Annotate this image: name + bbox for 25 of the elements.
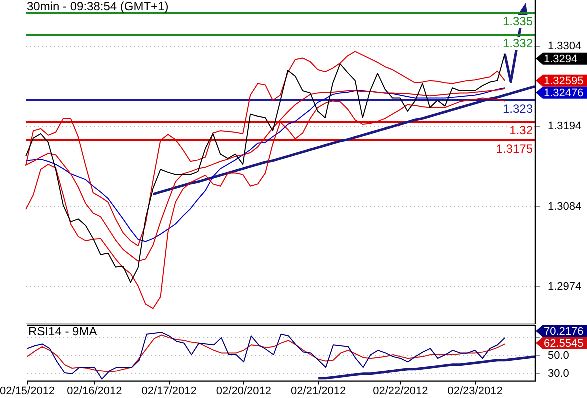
y-tick-label: 1.2974 bbox=[548, 280, 582, 293]
x-tick-label: 02/15/2012 bbox=[0, 385, 56, 398]
y-tick-label: 1.3304 bbox=[548, 40, 582, 53]
y-tick-label: 30.0 bbox=[548, 368, 570, 380]
x-tick-label: 02/23/2012 bbox=[448, 385, 503, 398]
x-tick-label: 02/17/2012 bbox=[142, 385, 197, 398]
chart-title: RSI14 - 9MA bbox=[28, 324, 98, 338]
text: 70.2176 bbox=[544, 326, 584, 338]
x-tick-label: 02/16/2012 bbox=[67, 385, 122, 398]
x-tick-label: 02/21/2012 bbox=[291, 385, 346, 398]
y-tick-label: 1.3084 bbox=[548, 200, 582, 213]
x-tick-label: 02/20/2012 bbox=[216, 385, 272, 398]
text: 1.32595 bbox=[544, 75, 584, 88]
chart-title: 30min - 09:38:54 (GMT+1) bbox=[27, 0, 169, 14]
y-tick-label: 1.3194 bbox=[548, 120, 582, 133]
ref-line-label: 1.335 bbox=[502, 14, 534, 28]
text: 1.32476 bbox=[544, 87, 584, 100]
ref-line-label: 1.3175 bbox=[496, 142, 534, 156]
text: 62.5545 bbox=[544, 338, 584, 350]
ref-line-label: 1.32 bbox=[510, 124, 534, 138]
x-tick-label: 02/22/2012 bbox=[373, 385, 428, 398]
text: 1.3294 bbox=[544, 53, 578, 66]
ref-line-label: 1.323 bbox=[502, 102, 534, 116]
ref-line-label: 1.332 bbox=[502, 36, 534, 50]
y-tick-label: 50.0 bbox=[548, 350, 570, 362]
